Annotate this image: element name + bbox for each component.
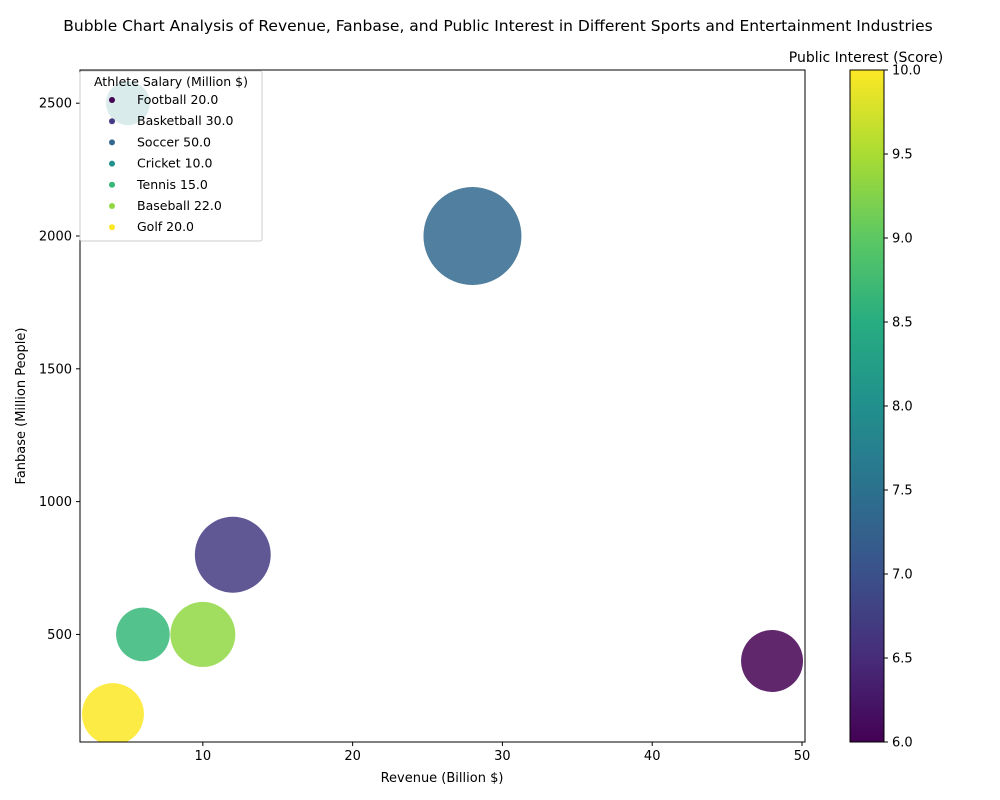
y-axis: 500 1000 1500 2000 2500 [39,97,80,643]
colorbar-tick-label: 7.0 [892,568,913,583]
colorbar-tick-label: 9.0 [892,232,913,247]
colorbar-label: Public Interest (Score) [789,50,943,66]
colorbar-tick-label: 6.0 [892,736,913,751]
colorbar-tick-label: 6.5 [892,652,913,667]
legend-entry: Baseball 22.0 [137,198,222,213]
bubble-baseball [170,601,236,667]
x-tick-label: 50 [794,749,811,764]
legend-marker [109,203,115,209]
x-axis: 10 20 30 40 50 [195,742,811,764]
legend-entry: Tennis 15.0 [136,177,208,192]
legend-box [79,70,263,242]
legend-marker [109,181,115,188]
y-tick-label: 500 [47,628,72,643]
legend-entry: Soccer 50.0 [137,134,211,149]
bubble-football [741,630,804,692]
bubble-soccer [423,187,522,285]
colorbar-gradient [850,70,884,742]
x-tick-label: 20 [344,749,361,764]
x-tick-label: 30 [494,749,511,764]
legend-marker [109,118,115,125]
y-axis-label: Fanbase (Million People) [14,328,29,485]
legend-entry: Golf 20.0 [137,219,194,234]
bubble-basketball [194,516,271,593]
legend-entry: Cricket 10.0 [137,156,212,171]
colorbar-tick-label: 8.0 [892,400,913,415]
legend-title: Athlete Salary (Million $) [94,74,248,89]
bubble-tennis [116,607,170,662]
colorbar-tick-label: 8.5 [892,316,913,331]
legend-marker [109,224,115,231]
chart-title: Bubble Chart Analysis of Revenue, Fanbas… [63,17,932,35]
x-axis-label: Revenue (Billion $) [381,771,504,786]
x-tick-label: 10 [195,749,212,764]
colorbar-tick-label: 7.5 [892,484,913,499]
legend: Athlete Salary (Million $) Football 20.0… [79,70,263,242]
colorbar-tick-label: 10.0 [892,64,921,79]
x-tick-label: 40 [644,749,661,764]
y-tick-label: 1500 [39,362,72,377]
y-tick-label: 2000 [39,230,72,245]
plot-frame [79,69,806,743]
legend-entry: Basketball 30.0 [137,113,234,128]
legend-marker [109,97,115,103]
y-tick-label: 1000 [39,495,72,510]
legend-entry: Football 20.0 [137,92,218,107]
colorbar-tick-label: 9.5 [892,148,913,163]
colorbar: Public Interest (Score) 6.0 6.5 7.0 7.5 8.0 8… [789,50,943,751]
bubble-golf [81,683,144,742]
legend-marker [109,139,115,146]
y-tick-label: 2500 [39,97,72,112]
legend-marker [109,160,115,167]
